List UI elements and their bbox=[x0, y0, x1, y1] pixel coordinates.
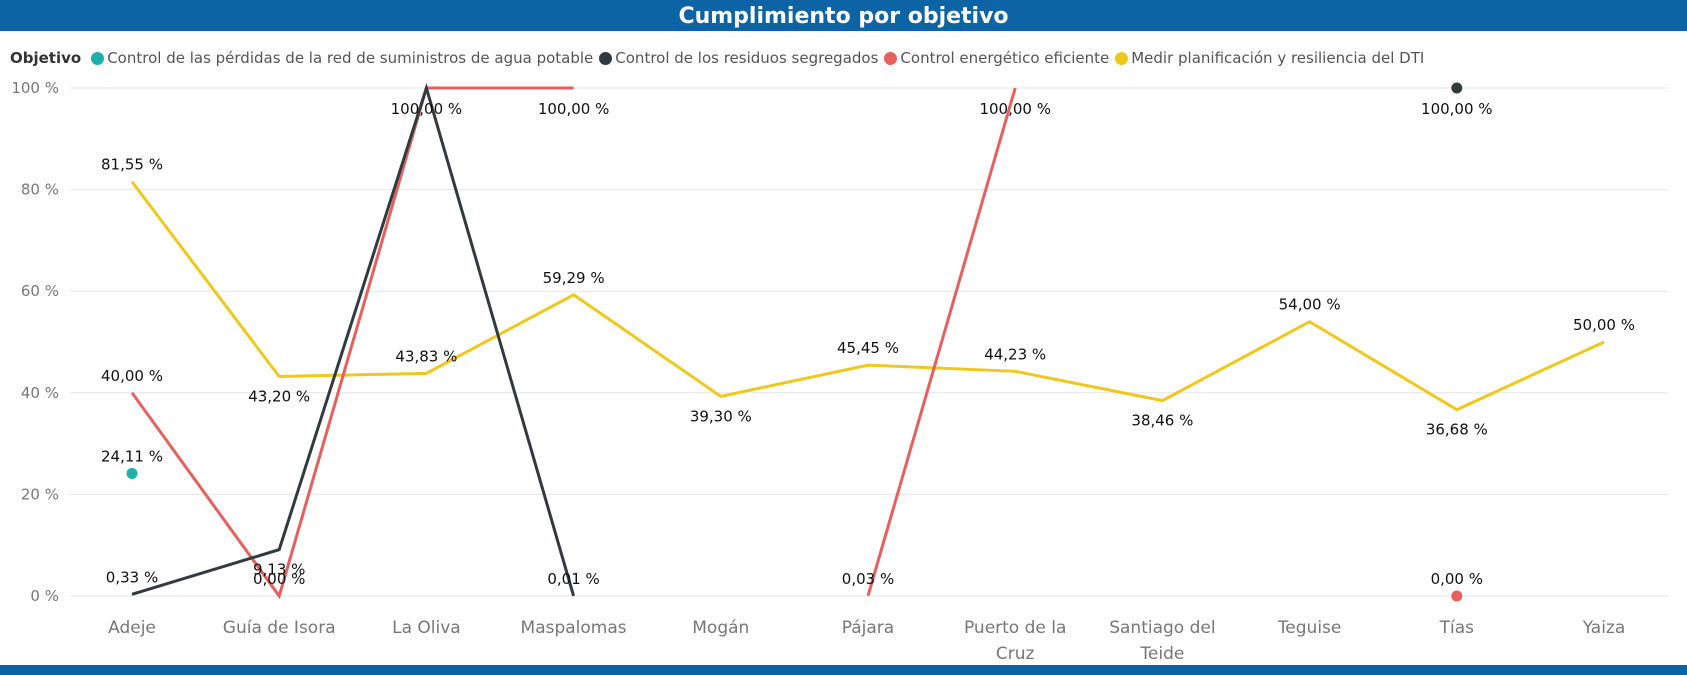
data-label: 0,03 % bbox=[842, 570, 894, 588]
data-label: 9,13 % bbox=[253, 561, 305, 579]
legend-item-residuos[interactable]: Control de los residuos segregados bbox=[599, 49, 878, 67]
data-label: 0,01 % bbox=[547, 570, 599, 588]
x-tick-label: Tías bbox=[1439, 618, 1475, 638]
data-label: 100,00 % bbox=[979, 100, 1051, 118]
data-label: 24,11 % bbox=[101, 448, 163, 466]
legend-label-residuos: Control de los residuos segregados bbox=[615, 49, 879, 67]
legend-label-planificacion: Medir planificación y resiliencia del DT… bbox=[1131, 49, 1425, 67]
data-label: 100,00 % bbox=[391, 100, 463, 118]
series-line bbox=[866, 87, 1017, 597]
legend-dot-agua bbox=[91, 51, 105, 65]
data-label: 54,00 % bbox=[1279, 296, 1341, 314]
x-tick-label: Puerto de la bbox=[964, 618, 1066, 638]
legend-item-planificacion[interactable]: Medir planificación y resiliencia del DT… bbox=[1115, 49, 1424, 67]
series-line bbox=[131, 82, 576, 597]
x-tick-label: Pájara bbox=[842, 618, 894, 638]
y-tick-label: 20 % bbox=[21, 485, 59, 503]
legend-dot-energetico bbox=[884, 51, 898, 65]
x-tick-label: Teide bbox=[1139, 644, 1184, 664]
legend-dot-residuos bbox=[599, 51, 613, 65]
chart-title: Cumplimiento por objetivo bbox=[0, 0, 1687, 31]
legend-item-energetico[interactable]: Control energético eficiente bbox=[884, 49, 1109, 67]
data-label: 100,00 % bbox=[1421, 100, 1493, 118]
series-line bbox=[130, 86, 574, 600]
legend: Objetivo Control de las pérdidas de la r… bbox=[10, 47, 1430, 69]
x-tick-label: Cruz bbox=[996, 644, 1035, 664]
x-tick-label: Guía de Isora bbox=[223, 618, 336, 638]
x-tick-label: La Oliva bbox=[392, 618, 461, 638]
data-label: 40,00 % bbox=[101, 367, 163, 385]
data-label: 59,29 % bbox=[543, 269, 605, 287]
x-tick-label: Mogán bbox=[692, 618, 749, 638]
data-label: 0,33 % bbox=[106, 568, 158, 586]
x-tick-label: Adeje bbox=[108, 618, 156, 638]
data-label: 81,55 % bbox=[101, 156, 163, 174]
y-tick-label: 0 % bbox=[30, 587, 59, 605]
x-tick-label: Teguise bbox=[1277, 618, 1342, 638]
data-label: 43,20 % bbox=[248, 388, 310, 406]
data-label: 39,30 % bbox=[690, 407, 752, 425]
bottom-bar bbox=[0, 665, 1687, 675]
x-tick-label: Maspalomas bbox=[521, 618, 627, 638]
series-line bbox=[130, 180, 1605, 412]
data-label: 45,45 % bbox=[837, 339, 899, 357]
legend-item-agua[interactable]: Control de las pérdidas de la red de sum… bbox=[91, 49, 593, 67]
data-point[interactable] bbox=[126, 468, 138, 480]
data-label: 100,00 % bbox=[538, 100, 610, 118]
data-label: 38,46 % bbox=[1131, 412, 1193, 430]
data-label: 0,00 % bbox=[1431, 570, 1483, 588]
legend-label-energetico: Control energético eficiente bbox=[900, 49, 1110, 67]
legend-dot-planificacion bbox=[1115, 51, 1129, 65]
legend-title: Objetivo bbox=[10, 49, 82, 67]
data-point[interactable] bbox=[1451, 590, 1463, 602]
data-label: 36,68 % bbox=[1426, 421, 1488, 439]
y-tick-label: 60 % bbox=[21, 282, 59, 300]
data-label: 43,83 % bbox=[395, 347, 457, 365]
legend-label-agua: Control de las pérdidas de la red de sum… bbox=[107, 49, 594, 67]
data-label: 0,00 % bbox=[253, 570, 305, 588]
y-tick-label: 40 % bbox=[21, 384, 59, 402]
x-tick-label: Santiago del bbox=[1109, 618, 1215, 638]
data-label: 50,00 % bbox=[1573, 316, 1635, 334]
data-label: 44,23 % bbox=[984, 345, 1046, 363]
data-point[interactable] bbox=[1451, 82, 1463, 94]
y-tick-label: 80 % bbox=[21, 181, 59, 199]
y-tick-label: 100 % bbox=[11, 79, 59, 97]
x-tick-label: Yaiza bbox=[1582, 618, 1626, 638]
